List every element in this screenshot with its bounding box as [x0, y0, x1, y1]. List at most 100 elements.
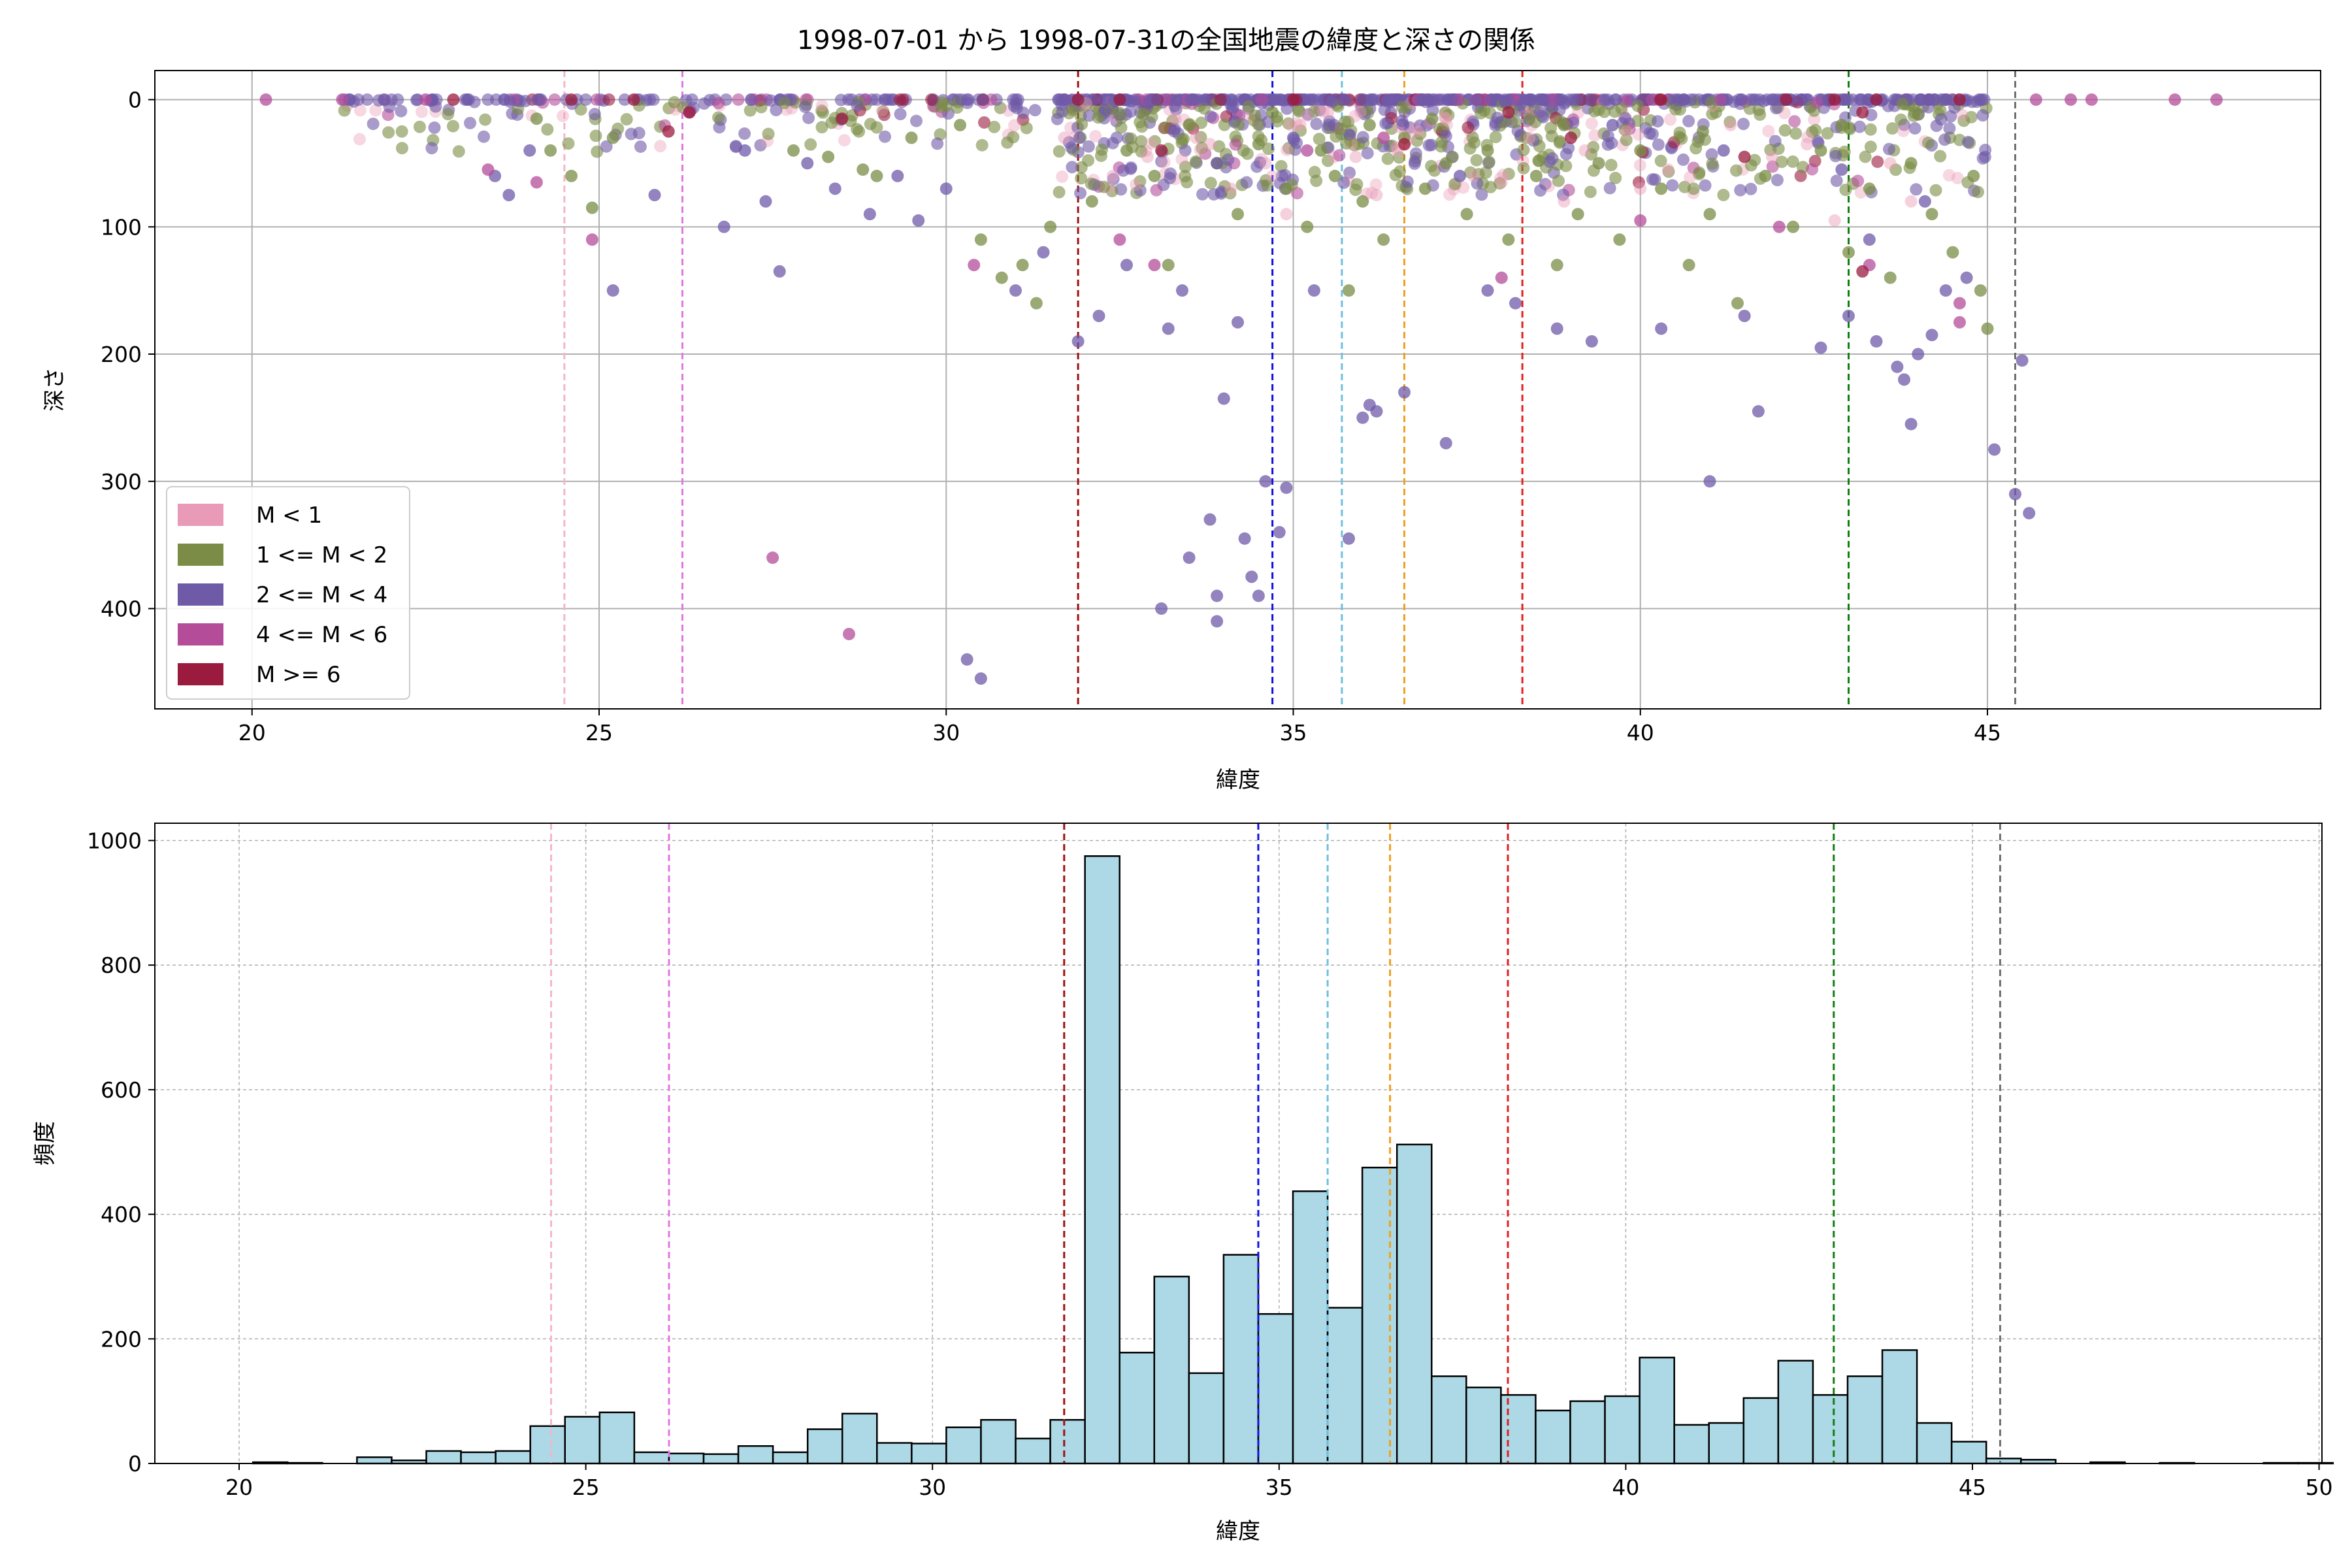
scatter-point [1912, 348, 1925, 361]
scatter-point [1196, 188, 1209, 201]
histogram-bar [1049, 1419, 1086, 1465]
scatter-point [1095, 143, 1108, 156]
scatter-point [838, 134, 851, 147]
scatter-point [618, 93, 631, 106]
scatter-point [1520, 131, 1533, 144]
scatter-point [1828, 93, 1841, 106]
histogram-bar [1604, 1395, 1641, 1465]
histogram-y-tick-label: 400 [101, 1202, 142, 1228]
scatter-point [1211, 157, 1224, 170]
scatter-point [851, 99, 864, 112]
scatter-point [1601, 93, 1614, 106]
scatter-point [1074, 187, 1087, 200]
scatter-point [1322, 154, 1335, 167]
scatter-point [502, 189, 515, 202]
histogram-bar [737, 1445, 774, 1465]
scatter-point [1252, 138, 1265, 151]
scatter-point [1158, 155, 1171, 169]
scatter-point [1853, 120, 1866, 133]
scatter-point [634, 140, 647, 153]
scatter-point [1605, 159, 1618, 172]
scatter-point [1175, 153, 1188, 166]
scatter-point [1179, 170, 1192, 183]
scatter-point [1529, 169, 1543, 182]
histogram-bar [356, 1456, 393, 1465]
scatter-point [853, 125, 866, 138]
scatter-point [1759, 169, 1772, 182]
scatter-point [1618, 112, 1631, 125]
scatter-point [585, 201, 598, 214]
histogram-bar [633, 1451, 670, 1465]
scatter-point [1203, 513, 1217, 526]
scatter-point [1056, 105, 1069, 118]
scatter-point [1693, 166, 1706, 179]
scatter-point [1764, 143, 1777, 156]
histogram-x-tick-label: 45 [1959, 1475, 1986, 1500]
scatter-point [1922, 101, 1935, 114]
scatter-point [1075, 161, 1088, 174]
scatter-point [1766, 150, 1779, 163]
histogram-bar [1708, 1422, 1745, 1465]
scatter-point [1315, 144, 1328, 157]
scatter-point [1475, 188, 1488, 201]
scatter-point [382, 126, 395, 139]
scatter-point [1951, 172, 1964, 185]
scatter-point [446, 120, 459, 133]
scatter-point [879, 130, 892, 143]
scatter-point [1634, 144, 1647, 157]
legend-swatch [178, 583, 223, 606]
scatter-point [1585, 335, 1598, 348]
scatter-point [1603, 182, 1616, 195]
scatter-point [1651, 115, 1664, 128]
histogram-bar [1569, 1400, 1606, 1465]
scatter-point [1310, 118, 1323, 131]
scatter-point [759, 195, 772, 208]
scatter-point [1929, 184, 1942, 197]
scatter-point [1408, 157, 1421, 171]
scatter-point [1717, 144, 1730, 157]
scatter-point [1175, 133, 1188, 146]
histogram-bar [841, 1413, 878, 1465]
scatter-point [1204, 176, 1217, 189]
scatter-point [1189, 155, 1202, 168]
scatter-point [1921, 137, 1935, 150]
scatter-point [1762, 125, 1775, 138]
histogram-bar [598, 1411, 636, 1465]
scatter-point [533, 93, 546, 106]
scatter-point [1266, 106, 1279, 119]
scatter-point [1241, 147, 1254, 160]
histogram-x-tick-label: 35 [1266, 1475, 1293, 1500]
scatter-point [770, 103, 783, 116]
scatter-point [1141, 150, 1154, 163]
histogram-bar [945, 1426, 982, 1465]
scatter-point [1666, 179, 1679, 192]
scatter-point [1089, 130, 1102, 143]
scatter-x-tick-label: 25 [585, 720, 613, 745]
scatter-x-axis-label: 緯度 [1216, 767, 1260, 793]
scatter-point [1953, 297, 1966, 310]
scatter-point [1071, 93, 1085, 106]
histogram-bar [425, 1450, 462, 1465]
histogram-bar [1673, 1424, 1710, 1465]
scatter-point [1075, 118, 1088, 131]
scatter-point [1771, 174, 1784, 187]
scatter-point [395, 142, 408, 155]
scatter-point [1578, 144, 1592, 157]
scatter-point [762, 127, 775, 140]
scatter-point [1676, 153, 1690, 166]
scatter-point [1377, 131, 1390, 144]
scatter-point [1262, 142, 1275, 155]
legend-label: 4 <= M < 6 [256, 622, 387, 648]
histogram-x-ticks: 20 25 30 35 40 45 50 [225, 1463, 2333, 1500]
scatter-point [1976, 109, 1989, 122]
scatter-point [504, 95, 517, 108]
scatter-point [1198, 93, 1211, 106]
legend-label: M >= 6 [256, 662, 341, 688]
scatter-point [1412, 125, 1425, 138]
scatter-point [1788, 115, 1801, 128]
scatter-point [1349, 184, 1362, 197]
scatter-point [1113, 93, 1126, 106]
scatter-point [1960, 271, 1973, 284]
scatter-point [523, 144, 536, 157]
scatter-point [2023, 506, 2036, 519]
